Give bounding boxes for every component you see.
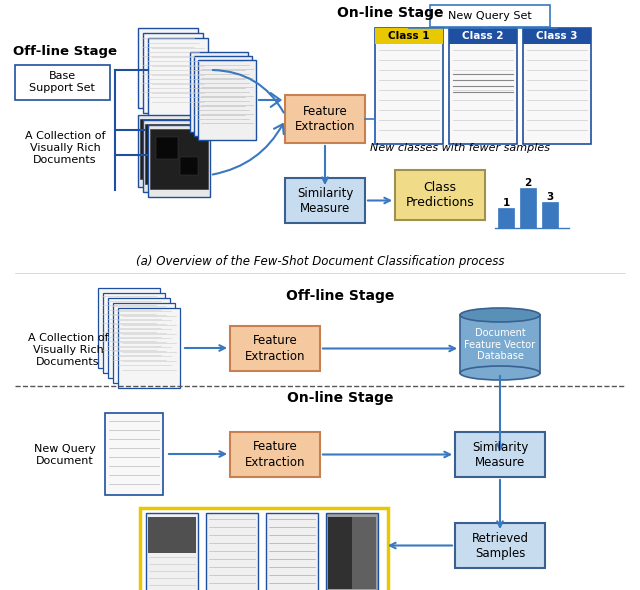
- Bar: [140, 508, 388, 590]
- Bar: [460, 315, 540, 373]
- Bar: [145, 124, 203, 184]
- Text: A Collection of
Visually Rich
Documents: A Collection of Visually Rich Documents: [28, 333, 108, 366]
- Text: Retrieved
Samples: Retrieved Samples: [472, 532, 529, 559]
- Bar: [375, 28, 443, 144]
- Text: Class 3: Class 3: [536, 31, 578, 41]
- Bar: [375, 28, 443, 44]
- Bar: [206, 513, 258, 590]
- Bar: [15, 65, 110, 100]
- Bar: [194, 56, 252, 136]
- Text: On-line Stage: On-line Stage: [337, 6, 444, 20]
- Bar: [285, 95, 365, 143]
- Bar: [170, 147, 188, 165]
- Text: Feature
Extraction: Feature Extraction: [295, 105, 355, 133]
- Bar: [175, 152, 193, 170]
- Bar: [146, 127, 168, 149]
- Bar: [103, 293, 165, 373]
- Bar: [148, 38, 208, 118]
- Text: Feature
Extraction: Feature Extraction: [244, 441, 305, 468]
- Bar: [523, 28, 591, 44]
- Bar: [151, 132, 173, 154]
- Bar: [230, 326, 320, 371]
- Bar: [449, 28, 517, 144]
- Bar: [148, 125, 210, 197]
- Bar: [430, 5, 550, 27]
- Text: 2: 2: [524, 178, 532, 188]
- Bar: [156, 137, 178, 159]
- Bar: [190, 52, 248, 132]
- Bar: [143, 120, 205, 192]
- Bar: [328, 517, 352, 589]
- Bar: [449, 28, 517, 44]
- Bar: [143, 33, 203, 113]
- FancyArrowPatch shape: [212, 124, 284, 175]
- Text: Document
Feature Vector
Database: Document Feature Vector Database: [465, 328, 536, 361]
- FancyArrowPatch shape: [259, 93, 280, 107]
- Bar: [98, 288, 160, 368]
- Text: New Query
Document: New Query Document: [34, 444, 96, 466]
- Bar: [455, 523, 545, 568]
- Bar: [326, 513, 378, 590]
- Bar: [140, 119, 198, 179]
- Text: Feature
Extraction: Feature Extraction: [244, 335, 305, 362]
- Ellipse shape: [460, 366, 540, 380]
- Bar: [230, 432, 320, 477]
- Text: Base
Support Set: Base Support Set: [29, 71, 95, 93]
- Text: (a) Overview of the Few-Shot Document Classification process: (a) Overview of the Few-Shot Document Cl…: [136, 255, 504, 268]
- Text: Class
Predictions: Class Predictions: [406, 181, 474, 209]
- Text: On-line Stage: On-line Stage: [287, 391, 393, 405]
- Bar: [138, 115, 200, 187]
- Text: Class 2: Class 2: [462, 31, 504, 41]
- Bar: [118, 308, 180, 388]
- Bar: [455, 432, 545, 477]
- Text: Off-line Stage: Off-line Stage: [286, 289, 394, 303]
- Bar: [150, 129, 208, 189]
- Text: 3: 3: [547, 192, 554, 202]
- Text: New classes with fewer samples: New classes with fewer samples: [370, 143, 550, 153]
- Bar: [198, 60, 256, 140]
- Bar: [148, 517, 196, 553]
- Bar: [520, 188, 536, 228]
- Bar: [108, 298, 170, 378]
- Ellipse shape: [460, 308, 540, 322]
- Text: A Collection of
Visually Rich
Documents: A Collection of Visually Rich Documents: [25, 132, 105, 165]
- Text: New Query Set: New Query Set: [448, 11, 532, 21]
- Bar: [180, 157, 198, 175]
- Bar: [105, 413, 163, 495]
- Bar: [285, 178, 365, 223]
- Bar: [146, 513, 198, 590]
- Text: Similarity
Measure: Similarity Measure: [297, 186, 353, 215]
- Bar: [266, 513, 318, 590]
- Bar: [523, 28, 591, 144]
- Text: Similarity
Measure: Similarity Measure: [472, 441, 528, 468]
- Bar: [328, 517, 376, 589]
- Text: 1: 1: [502, 198, 509, 208]
- Bar: [113, 303, 175, 383]
- Text: Off-line Stage: Off-line Stage: [13, 45, 117, 58]
- Bar: [395, 170, 485, 220]
- Bar: [542, 202, 558, 228]
- Bar: [138, 28, 198, 108]
- Text: Class 1: Class 1: [388, 31, 429, 41]
- Bar: [498, 208, 514, 228]
- FancyArrowPatch shape: [212, 70, 284, 113]
